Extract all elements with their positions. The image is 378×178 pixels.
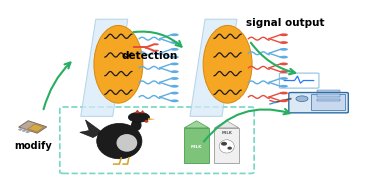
Polygon shape xyxy=(80,120,102,138)
Ellipse shape xyxy=(170,33,179,36)
Ellipse shape xyxy=(116,134,137,152)
Ellipse shape xyxy=(170,77,179,80)
FancyBboxPatch shape xyxy=(19,128,24,130)
Ellipse shape xyxy=(221,142,227,146)
Ellipse shape xyxy=(170,48,179,51)
FancyBboxPatch shape xyxy=(317,99,340,101)
Polygon shape xyxy=(135,110,145,113)
FancyBboxPatch shape xyxy=(214,128,239,163)
FancyBboxPatch shape xyxy=(19,121,47,133)
Ellipse shape xyxy=(280,70,288,73)
Polygon shape xyxy=(190,19,237,116)
Circle shape xyxy=(129,112,149,122)
Ellipse shape xyxy=(170,56,179,59)
Ellipse shape xyxy=(280,56,288,59)
Text: MILK: MILK xyxy=(221,131,232,135)
Polygon shape xyxy=(81,19,128,116)
FancyBboxPatch shape xyxy=(279,73,319,88)
Ellipse shape xyxy=(170,70,179,73)
Polygon shape xyxy=(184,121,209,128)
Polygon shape xyxy=(148,118,155,120)
FancyBboxPatch shape xyxy=(22,129,28,132)
Ellipse shape xyxy=(203,25,252,103)
Ellipse shape xyxy=(153,50,159,52)
Polygon shape xyxy=(214,121,239,128)
FancyBboxPatch shape xyxy=(184,128,209,163)
Ellipse shape xyxy=(97,123,142,159)
Ellipse shape xyxy=(228,146,232,150)
Circle shape xyxy=(296,96,308,101)
Ellipse shape xyxy=(170,62,179,65)
Text: modify: modify xyxy=(14,140,51,151)
FancyBboxPatch shape xyxy=(289,93,348,113)
FancyBboxPatch shape xyxy=(317,90,340,92)
Ellipse shape xyxy=(144,120,148,123)
Ellipse shape xyxy=(131,119,141,131)
FancyBboxPatch shape xyxy=(26,130,31,133)
Ellipse shape xyxy=(170,85,179,88)
Ellipse shape xyxy=(170,41,179,44)
Ellipse shape xyxy=(280,33,288,36)
Ellipse shape xyxy=(170,92,179,95)
Text: MILK: MILK xyxy=(191,145,202,149)
Ellipse shape xyxy=(280,92,288,95)
Ellipse shape xyxy=(280,48,288,51)
FancyBboxPatch shape xyxy=(28,124,44,132)
Ellipse shape xyxy=(280,85,288,88)
Text: signal output: signal output xyxy=(246,18,324,28)
Ellipse shape xyxy=(170,100,179,102)
Ellipse shape xyxy=(153,43,159,45)
FancyBboxPatch shape xyxy=(311,94,345,110)
Ellipse shape xyxy=(280,62,288,65)
FancyBboxPatch shape xyxy=(317,94,340,97)
Ellipse shape xyxy=(219,140,234,153)
Ellipse shape xyxy=(280,100,288,102)
Ellipse shape xyxy=(280,41,288,44)
Text: detection: detection xyxy=(121,51,178,61)
Ellipse shape xyxy=(280,77,288,80)
Ellipse shape xyxy=(94,25,143,103)
